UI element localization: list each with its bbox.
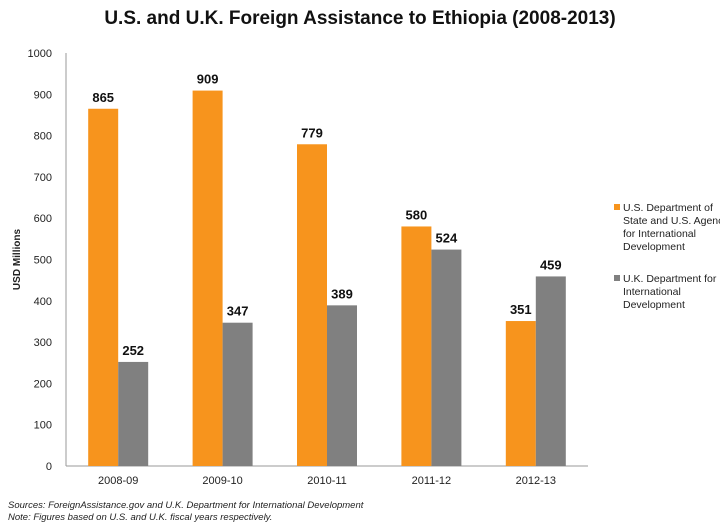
x-tick-label: 2010-11 — [307, 475, 347, 487]
bar — [88, 108, 119, 466]
footnotes: Sources: ForeignAssistance.gov and U.K. … — [8, 500, 363, 524]
y-tick-label: 800 — [34, 131, 52, 143]
legend-label: U.S. Department of — [623, 202, 713, 214]
data-label: 779 — [301, 125, 323, 140]
bar — [535, 276, 566, 466]
y-tick-label: 600 — [34, 213, 52, 225]
y-tick-label: 1000 — [28, 48, 52, 60]
bar — [327, 305, 357, 466]
bar — [401, 226, 432, 466]
data-label: 909 — [197, 72, 219, 87]
y-tick-label: 200 — [34, 378, 52, 390]
y-tick-label: 400 — [34, 296, 52, 308]
bar — [505, 321, 536, 466]
x-tick-label: 2008-09 — [98, 475, 138, 487]
data-label: 347 — [227, 304, 249, 319]
data-label: 389 — [331, 286, 353, 301]
data-label: 580 — [406, 207, 428, 222]
y-tick-label: 100 — [34, 420, 52, 432]
y-tick-label: 300 — [34, 337, 52, 349]
bar — [431, 249, 462, 466]
bar — [297, 144, 327, 466]
y-axis-label: USD Millions — [12, 229, 23, 291]
bar — [222, 322, 253, 466]
legend-label: Development — [623, 299, 685, 311]
bar — [118, 361, 149, 466]
chart-title: U.S. and U.K. Foreign Assistance to Ethi… — [104, 8, 615, 29]
y-tick-label: 500 — [34, 255, 52, 267]
sources-note: Sources: ForeignAssistance.gov and U.K. … — [8, 500, 364, 511]
data-label: 252 — [122, 343, 144, 358]
data-label: 865 — [92, 90, 114, 105]
legend-label: U.K. Department for — [623, 273, 717, 285]
data-label: 459 — [540, 257, 562, 272]
legend-label: International — [623, 286, 681, 298]
y-tick-label: 700 — [34, 172, 52, 184]
legend-label: Development — [623, 241, 685, 253]
x-tick-label: 2011-12 — [412, 475, 452, 487]
x-tick-label: 2012-13 — [516, 475, 556, 487]
legend-label: for International — [623, 228, 696, 240]
bar — [192, 90, 223, 466]
x-tick-label: 2009-10 — [202, 475, 242, 487]
data-label: 351 — [510, 302, 532, 317]
y-tick-label: 900 — [34, 89, 52, 101]
legend-label: State and U.S. Agency — [623, 215, 720, 227]
fiscal-year-note: Note: Figures based on U.S. and U.K. fis… — [8, 512, 273, 523]
data-label: 524 — [436, 231, 458, 246]
y-tick-label: 0 — [46, 461, 52, 473]
legend-swatch — [614, 204, 620, 210]
legend-swatch — [614, 275, 620, 281]
